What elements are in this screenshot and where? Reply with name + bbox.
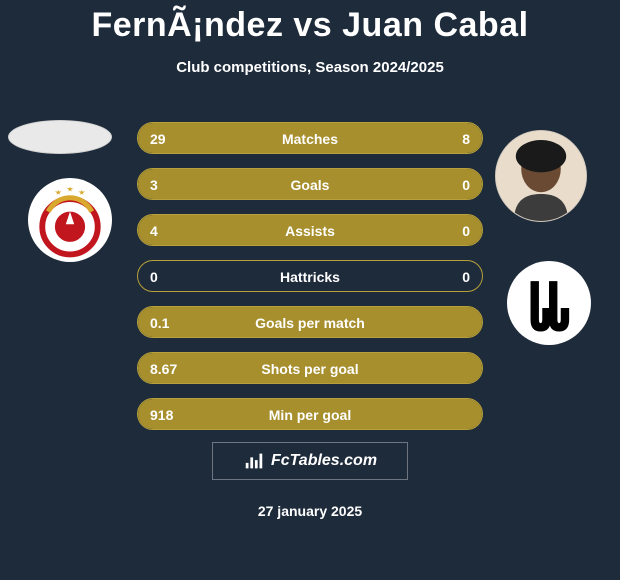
stat-row: 918Min per goal <box>137 398 483 430</box>
stat-row: 0.1Goals per match <box>137 306 483 338</box>
page-subtitle: Club competitions, Season 2024/2025 <box>0 59 620 76</box>
player-left-avatar <box>8 120 112 154</box>
stat-label: Min per goal <box>138 399 482 430</box>
juventus-icon <box>507 261 591 345</box>
stat-row: 3Goals0 <box>137 168 483 200</box>
stat-value-right: 8 <box>462 123 470 154</box>
stat-value-right: 0 <box>462 261 470 292</box>
club-badge-juventus <box>507 261 591 345</box>
stats-table: 29Matches83Goals04Assists00Hattricks00.1… <box>137 122 483 444</box>
stat-value-right: 0 <box>462 215 470 246</box>
date-label: 27 january 2025 <box>0 503 620 519</box>
chart-icon <box>243 450 265 472</box>
benfica-icon <box>28 178 112 262</box>
stat-label: Goals per match <box>138 307 482 338</box>
page-title: FernÃ¡ndez vs Juan Cabal <box>0 0 620 45</box>
stat-row: 0Hattricks0 <box>137 260 483 292</box>
stat-row: 29Matches8 <box>137 122 483 154</box>
stat-row: 4Assists0 <box>137 214 483 246</box>
stat-label: Matches <box>138 123 482 154</box>
fctables-label: FcTables.com <box>271 452 377 470</box>
stat-value-right: 0 <box>462 169 470 200</box>
player-silhouette-icon <box>496 131 586 221</box>
fctables-watermark: FcTables.com <box>212 442 408 480</box>
stat-label: Hattricks <box>138 261 482 292</box>
stat-label: Goals <box>138 169 482 200</box>
stat-label: Assists <box>138 215 482 246</box>
club-badge-benfica <box>28 178 112 262</box>
stat-label: Shots per goal <box>138 353 482 384</box>
player-right-avatar <box>495 130 587 222</box>
infographic-root: FernÃ¡ndez vs Juan Cabal Club competitio… <box>0 0 620 580</box>
stat-row: 8.67Shots per goal <box>137 352 483 384</box>
